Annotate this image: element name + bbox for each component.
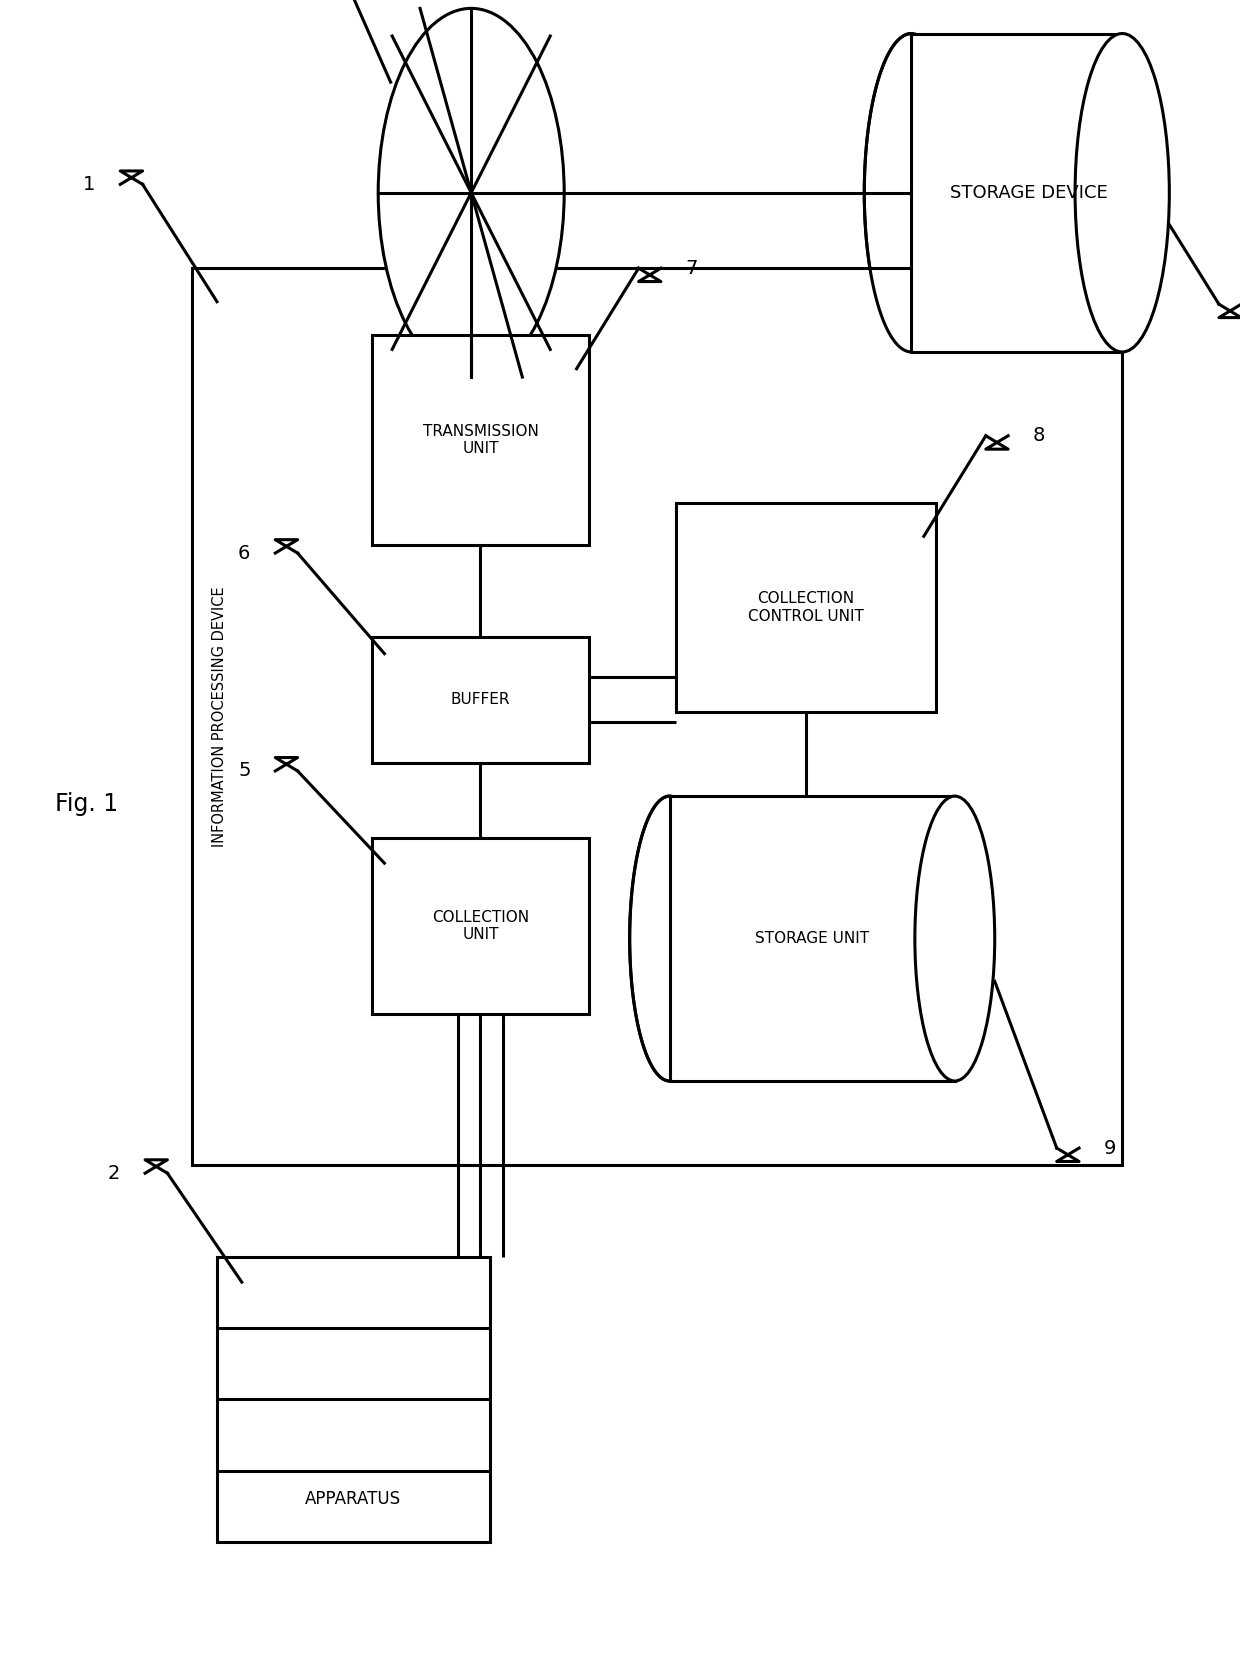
Text: 5: 5	[238, 761, 250, 781]
Ellipse shape	[915, 796, 994, 1081]
Text: TRANSMISSION
UNIT: TRANSMISSION UNIT	[423, 424, 538, 456]
Bar	[670, 796, 955, 1081]
Text: COLLECTION
UNIT: COLLECTION UNIT	[432, 910, 529, 942]
Text: STORAGE DEVICE: STORAGE DEVICE	[950, 184, 1109, 201]
Ellipse shape	[378, 8, 564, 377]
Bar	[911, 34, 1122, 352]
Text: 1: 1	[83, 174, 95, 194]
Bar	[372, 637, 589, 763]
Bar	[217, 1257, 490, 1542]
Ellipse shape	[630, 796, 709, 1081]
Text: 7: 7	[686, 258, 698, 278]
Text: APPARATUS: APPARATUS	[305, 1490, 402, 1508]
Text: 2: 2	[108, 1163, 120, 1183]
Ellipse shape	[1075, 34, 1169, 352]
Text: INFORMATION PROCESSING DEVICE: INFORMATION PROCESSING DEVICE	[212, 587, 227, 846]
Bar	[372, 838, 589, 1014]
Text: 6: 6	[238, 543, 250, 563]
Bar	[192, 268, 1122, 1165]
Bar	[372, 335, 589, 545]
Bar	[676, 503, 936, 712]
Text: STORAGE UNIT: STORAGE UNIT	[755, 932, 869, 945]
Text: COLLECTION
CONTROL UNIT: COLLECTION CONTROL UNIT	[748, 592, 864, 623]
Text: 9: 9	[1104, 1138, 1116, 1158]
Text: BUFFER: BUFFER	[451, 692, 510, 707]
Text: 8: 8	[1033, 426, 1045, 446]
Ellipse shape	[864, 34, 959, 352]
Text: Fig. 1: Fig. 1	[56, 793, 118, 816]
